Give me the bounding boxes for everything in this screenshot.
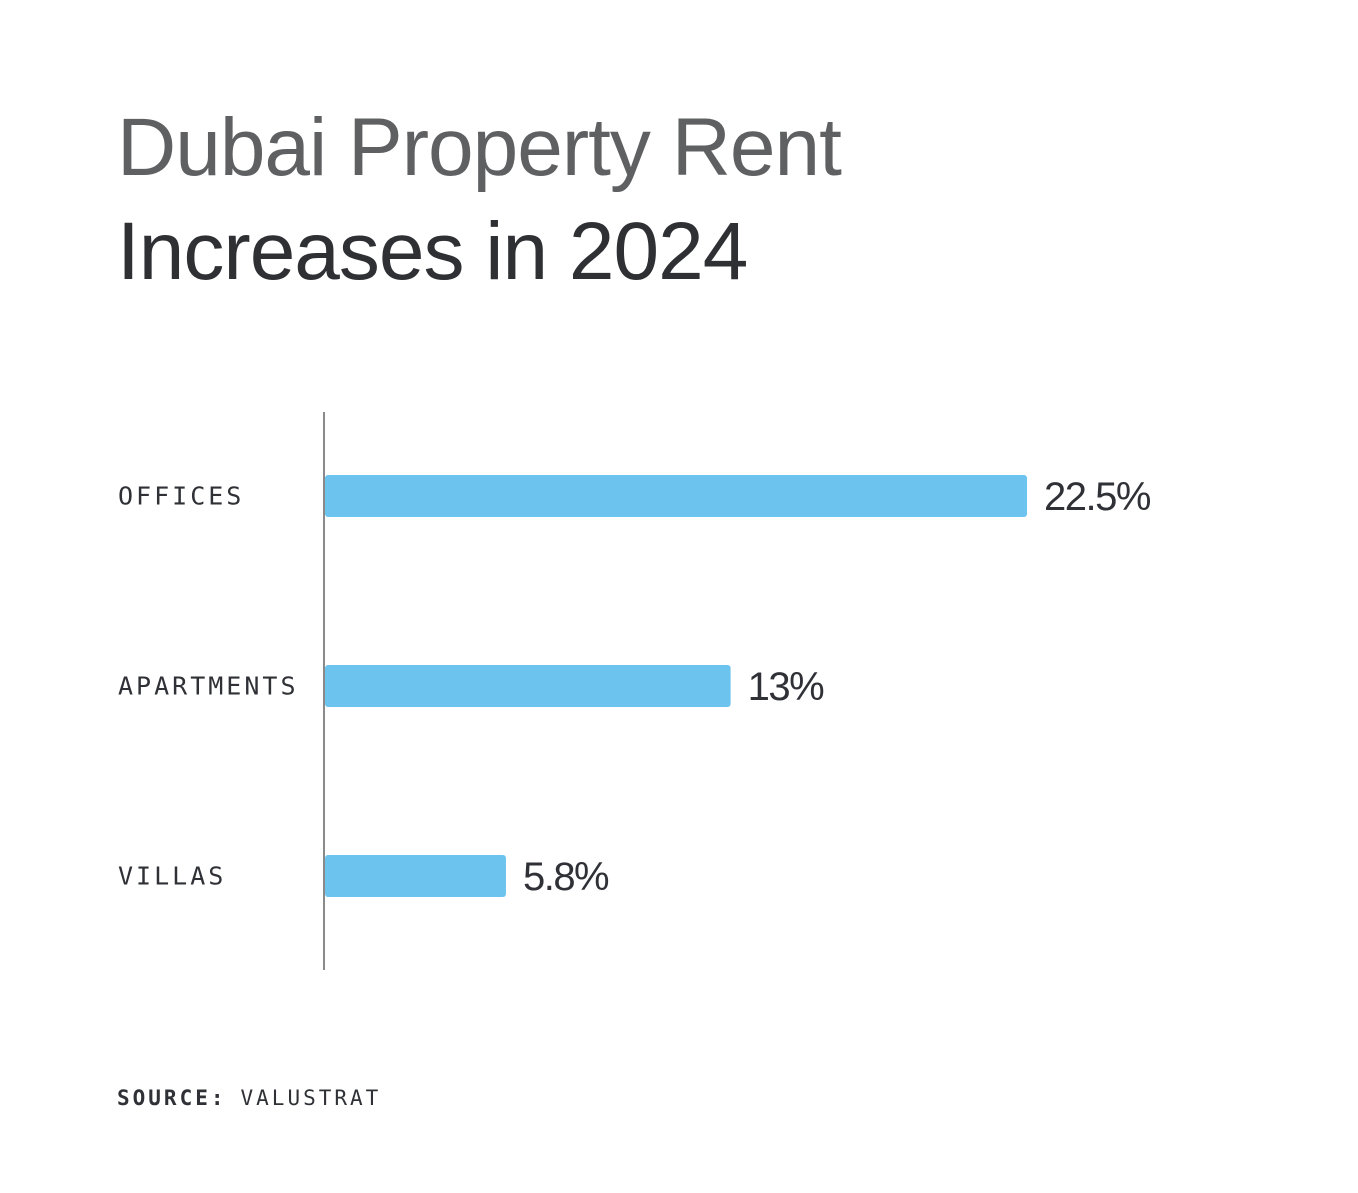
category-label-offices: OFFICES <box>118 482 244 511</box>
value-label-villas: 5.8% <box>523 855 609 899</box>
chart-title: Dubai Property Rent Increases in 2024 <box>117 96 842 304</box>
source-value: VALUSTRAT <box>240 1086 382 1110</box>
chart-title-line-1: Dubai Property Rent <box>117 102 842 193</box>
source-note: SOURCE: VALUSTRAT <box>117 1086 381 1110</box>
bar-villas <box>325 855 506 897</box>
value-label-apartments: 13% <box>748 665 824 709</box>
category-label-villas: VILLAS <box>118 862 226 891</box>
bar-offices <box>325 475 1027 517</box>
bar-group: OFFICES 22.5% APARTMENTS 13% VILLAS 5.8% <box>118 475 1152 899</box>
bar-apartments <box>325 665 731 707</box>
chart-title-line-2: Increases in 2024 <box>117 206 748 297</box>
value-label-offices: 22.5% <box>1044 475 1151 519</box>
source-label: SOURCE: <box>117 1086 227 1110</box>
category-label-apartments: APARTMENTS <box>118 672 299 701</box>
